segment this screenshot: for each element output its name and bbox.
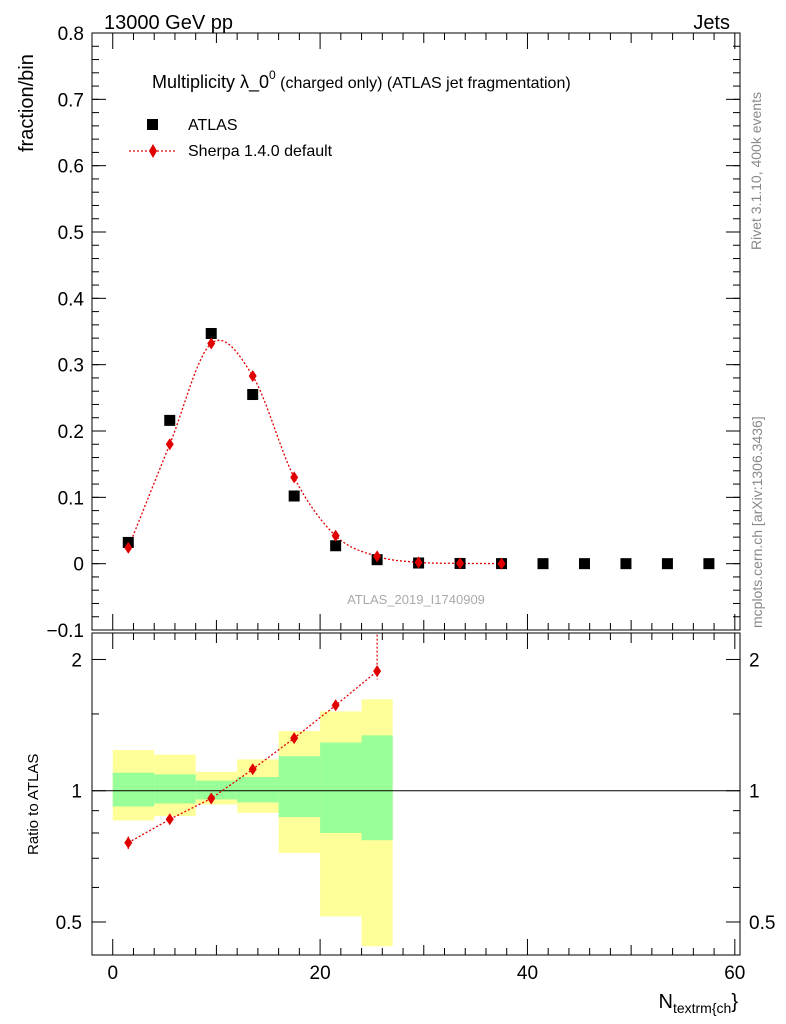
- x-tick-label: 40: [517, 963, 538, 984]
- main-ytick-label: 0.5: [58, 223, 84, 244]
- x-tick-label: 0: [107, 963, 118, 984]
- green-band: [278, 756, 321, 818]
- main-frame: [91, 32, 741, 631]
- ratio-panel: 0.5 0.51 12 20 20 40 60 Ratio to ATLAS Ntextrm…: [25, 632, 776, 1016]
- green-band: [112, 772, 155, 807]
- atlas-point: [205, 327, 217, 339]
- atlas-point: [620, 558, 632, 570]
- ratio-ytick-label-right: 1: [749, 782, 760, 803]
- ratio-sherpa-point: [373, 665, 382, 678]
- energy-label: 13000 GeV pp: [104, 12, 233, 34]
- main-ytick-label: 0.8: [58, 24, 84, 45]
- main-ytick-label: −0.1: [46, 621, 84, 642]
- green-band: [195, 780, 238, 800]
- ratio-ytick-label: 1: [71, 782, 82, 803]
- main-ytick-label: 0.2: [58, 422, 84, 443]
- ratio-y-label: Ratio to ATLAS: [25, 754, 42, 855]
- main-ytick-label: 0.6: [58, 157, 84, 178]
- ratio-series: [124, 634, 382, 850]
- x-axis-label: Ntextrm{ch}: [659, 991, 739, 1016]
- green-band: [361, 735, 393, 841]
- ratio-sherpa-point: [165, 813, 174, 826]
- sherpa-point: [207, 337, 216, 350]
- main-panel: −0.1 0 0.1 0.2 0.3 0.4 0.5 0.6 0.7 0.8 ATLAS_2019…: [16, 24, 741, 642]
- main-ytick-label: 0.3: [58, 356, 84, 377]
- sherpa-point: [290, 471, 299, 484]
- rivet-label: Rivet 3.1.10, 400k events: [748, 92, 764, 250]
- legend-label-atlas: ATLAS: [188, 117, 238, 134]
- green-band: [154, 774, 196, 804]
- main-y-tick-labels: −0.1 0 0.1 0.2 0.3 0.4 0.5 0.6 0.7 0.8: [46, 24, 84, 642]
- sherpa-point: [414, 556, 423, 569]
- ratio-uncertainty-bands: [112, 699, 393, 947]
- main-axis-ticks: [92, 32, 740, 631]
- legend-label-sherpa: Sherpa 1.4.0 default: [188, 143, 333, 160]
- main-ytick-label: 0.4: [58, 289, 85, 310]
- main-title-sup: 0: [269, 68, 276, 82]
- sherpa-point: [248, 369, 257, 382]
- sherpa-point: [165, 438, 174, 451]
- x-label-sub: textrm{ch: [673, 1000, 731, 1016]
- ratio-sherpa-point: [124, 836, 133, 849]
- sherpa-point: [373, 550, 382, 563]
- ratio-ytick-label-right: 2: [749, 650, 760, 671]
- sherpa-curve: [127, 339, 502, 565]
- ratio-sherpa-point: [290, 732, 299, 745]
- ratio-sherpa-point: [248, 763, 257, 776]
- x-label-tail: }: [731, 991, 738, 1013]
- main-title-sub: (charged only) (ATLAS jet fragmentation): [276, 75, 571, 92]
- legend: ATLAS Sherpa 1.4.0 default: [129, 117, 333, 160]
- atlas-point: [703, 558, 715, 570]
- atlas-point: [247, 389, 259, 401]
- green-band: [237, 777, 279, 803]
- main-ytick-label: 0: [73, 555, 84, 576]
- ratio-ytick-label: 2: [71, 650, 82, 671]
- legend-marker-atlas: [147, 119, 158, 130]
- x-tick-label: 20: [310, 963, 331, 984]
- sherpa-point: [331, 529, 340, 542]
- main-watermark: ATLAS_2019_I1740909: [347, 592, 485, 607]
- ratio-sherpa-point: [331, 699, 340, 712]
- main-ytick-label: 0.1: [58, 488, 84, 509]
- atlas-point: [661, 558, 673, 570]
- ratio-ytick-label: 0.5: [56, 913, 82, 934]
- ratio-axis-ticks: [92, 633, 740, 955]
- ratio-sherpa-point: [207, 792, 216, 805]
- main-title: Multiplicity λ_00 (charged only) (ATLAS …: [152, 68, 571, 93]
- ratio-frame: [91, 632, 741, 956]
- main-series: [122, 327, 715, 570]
- atlas-point: [578, 558, 590, 570]
- sherpa-point: [497, 557, 506, 570]
- atlas-point: [288, 490, 300, 502]
- main-title-main: Multiplicity λ_0: [152, 72, 269, 93]
- process-label: Jets: [693, 12, 730, 34]
- mcplots-label: mcplots.cern.ch [arXiv:1306.3436]: [749, 416, 765, 628]
- x-label-main: N: [659, 991, 673, 1013]
- sherpa-point: [124, 541, 133, 554]
- main-y-label: fraction/bin: [16, 54, 38, 152]
- atlas-point: [164, 414, 176, 426]
- atlas-point: [330, 540, 342, 552]
- main-ytick-label: 0.7: [58, 90, 84, 111]
- atlas-point: [537, 558, 549, 570]
- x-tick-label: 60: [724, 963, 745, 984]
- ratio-tick-labels: 0.5 0.51 12 20 20 40 60: [56, 650, 776, 984]
- sherpa-point: [456, 557, 465, 570]
- legend-marker-sherpa: [149, 144, 157, 158]
- green-band: [320, 742, 362, 833]
- ratio-ytick-label-right: 0.5: [749, 913, 775, 934]
